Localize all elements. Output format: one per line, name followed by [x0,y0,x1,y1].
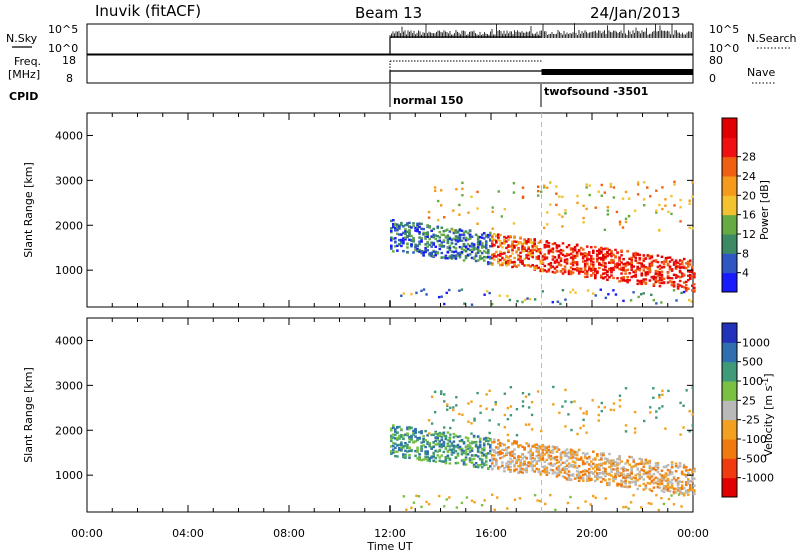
freq-label: Freq. [14,55,41,68]
colorbar-tick-label: -25 [742,414,760,427]
y-tick-label: 4000 [55,334,83,347]
colorbar-tick-label: -500 [742,452,767,465]
power-data [390,180,696,306]
power-panel: 1000 2000 3000 4000 Slant Range [km] 4 8 12 16… [22,112,771,308]
date-title: 24/Jan/2013 [590,4,681,22]
nsky-label: N.Sky [6,32,38,45]
velocity-panel: 1000 2000 3000 4000 Slant Range [km] 1000 50… [22,317,775,513]
x-tick-label-2: 08:00 [273,527,305,540]
nsky-tick-top: 10^5 [48,23,78,36]
nave-tick-bottom: 0 [709,72,716,85]
velocity-axes: 1000 2000 3000 4000 [55,318,694,512]
colorbar-tick-label: 24 [742,170,756,183]
colorbar-tick-label: 100 [742,375,763,388]
cpid-label: CPID [9,90,38,103]
colorbar-tick-label: 28 [742,151,756,164]
nsky-tick-bottom: 10^0 [48,42,78,55]
power-colorbar-label: Power [dB] [758,180,771,240]
colorbar-tick-label: 25 [742,394,756,407]
y-tick-label: 2000 [55,219,83,232]
x-tick-label-3: 12:00 [374,527,406,540]
power-axes: 1000 2000 3000 4000 [55,113,694,307]
freq-trace [389,60,693,83]
nsky-panel: N.Sky 10^5 10^0 10^5 10^0 N.Search [6,23,797,55]
cpid-panel: CPID normal 150 twofsound -3501 [9,84,648,107]
x-tick-label-0: 00:00 [71,527,103,540]
y-tick-label: 2000 [55,424,83,437]
nsearch-label: N.Search [747,32,797,45]
freq-panel: Freq. [MHz] 18 8 80 0 Nave [8,54,775,85]
velocity-colorbar: 1000 500 100 25 -25 -100 -500 -1000 [721,322,774,498]
x-axis-ticks: 00:00 04:00 08:00 12:00 16:00 20:00 00:00 [71,527,709,540]
station-title: Inuvik (fitACF) [95,2,201,20]
nsearch-tick-top: 10^5 [709,23,739,36]
power-ylabel: Slant Range [km] [22,162,35,258]
colorbar-tick-label: 500 [742,356,763,369]
velocity-colorbar-label: Velocity [m s-1] [761,373,775,456]
y-tick-label: 4000 [55,129,83,142]
colorbar-tick-label: 8 [742,247,749,260]
cpid-mode-1: normal 150 [393,94,464,107]
freq-tick-top: 18 [62,54,76,67]
x-tick-label-4: 16:00 [475,527,507,540]
colorbar-tick-label: 16 [742,209,756,222]
nave-label: Nave [747,66,775,79]
velocity-ylabel: Slant Range [km] [22,367,35,463]
y-tick-label: 3000 [55,379,83,392]
freq-tick-bottom: 8 [66,72,73,85]
velocity-data [390,385,696,512]
y-tick-label: 3000 [55,174,83,187]
x-axis-label: Time UT [366,540,412,553]
colorbar-tick-label: -100 [742,433,767,446]
cpid-mode-2: twofsound -3501 [544,85,648,98]
x-tick-label-1: 04:00 [172,527,204,540]
colorbar-tick-label: 12 [742,228,756,241]
colorbar-tick-label: 1000 [742,336,770,349]
x-tick-label-6: 00:00 [677,527,709,540]
y-tick-label: 1000 [55,469,83,482]
nave-tick-top: 80 [709,54,723,67]
x-tick-label-5: 20:00 [576,527,608,540]
colorbar-tick-label: 4 [742,267,749,280]
nsky-trace [389,23,692,54]
freq-unit-label: [MHz] [8,68,40,81]
y-tick-label: 1000 [55,264,83,277]
power-colorbar: 4 8 12 16 20 24 28 [721,117,756,293]
colorbar-tick-label: -1000 [742,472,774,485]
nsearch-tick-bottom: 10^0 [709,42,739,55]
beam-title: Beam 13 [355,4,422,22]
colorbar-tick-label: 20 [742,189,756,202]
